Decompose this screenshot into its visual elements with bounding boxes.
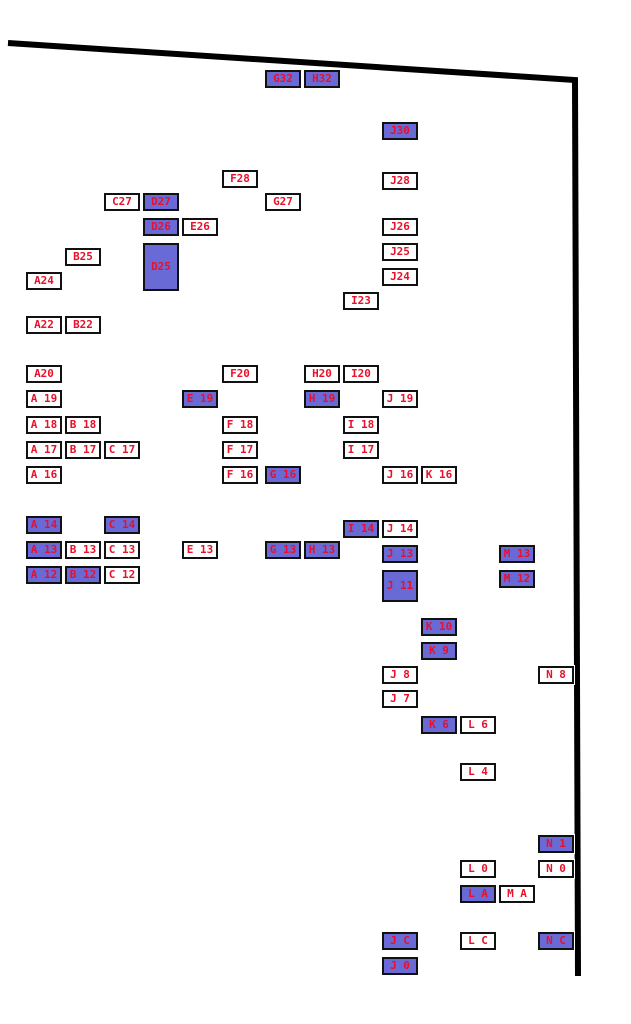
cell-a-14: A 14 [25,515,63,535]
cell-d27: D27 [142,192,180,212]
cell-j-8: J 8 [381,665,419,685]
cell-n-8: N 8 [537,665,575,685]
cell-b-17: B 17 [64,440,102,460]
cell-a22: A22 [25,315,63,335]
cell-a24: A24 [25,271,63,291]
cell-n-0: N 0 [537,859,575,879]
cell-f-16: F 16 [221,465,259,485]
cell-n-1: N 1 [537,834,575,854]
cell-e26: E26 [181,217,219,237]
cell-b-18: B 18 [64,415,102,435]
cell-k-6: K 6 [420,715,458,735]
cell-n-c: N C [537,931,575,951]
cell-j-0: J 0 [381,956,419,976]
cell-d26: D26 [142,217,180,237]
cell-j-11: J 11 [381,569,419,603]
cell-i-14: I 14 [342,519,380,539]
cell-f28: F28 [221,169,259,189]
cell-j26: J26 [381,217,419,237]
cell-g-13: G 13 [264,540,302,560]
cell-a-12: A 12 [25,565,63,585]
cell-c-13: C 13 [103,540,141,560]
cell-f20: F20 [221,364,259,384]
cell-j-13: J 13 [381,544,419,564]
cell-f-18: F 18 [221,415,259,435]
cell-m-12: M 12 [498,569,536,589]
cell-j24: J24 [381,267,419,287]
cell-j28: J28 [381,171,419,191]
cell-c27: C27 [103,192,141,212]
cell-a-17: A 17 [25,440,63,460]
cell-a-16: A 16 [25,465,63,485]
cell-g32: G32 [264,69,302,89]
cell-l-4: L 4 [459,762,497,782]
cell-a20: A20 [25,364,63,384]
cell-j-16: J 16 [381,465,419,485]
cell-c-12: C 12 [103,565,141,585]
cell-c-17: C 17 [103,440,141,460]
cell-d25: D25 [142,242,180,292]
cell-g-16: G 16 [264,465,302,485]
cell-j-19: J 19 [381,389,419,409]
cell-e-19: E 19 [181,389,219,409]
cell-i20: I20 [342,364,380,384]
cell-b-12: B 12 [64,565,102,585]
cell-a-18: A 18 [25,415,63,435]
cell-j30: J30 [381,121,419,141]
cell-e-13: E 13 [181,540,219,560]
cell-j-14: J 14 [381,519,419,539]
cell-j25: J25 [381,242,419,262]
cell-j-c: J C [381,931,419,951]
cell-i-18: I 18 [342,415,380,435]
cell-l-0: L 0 [459,859,497,879]
cell-j-7: J 7 [381,689,419,709]
cell-l-6: L 6 [459,715,497,735]
cell-l-c: L C [459,931,497,951]
cell-m-a: M A [498,884,536,904]
cell-h20: H20 [303,364,341,384]
cell-h-13: H 13 [303,540,341,560]
cell-f-17: F 17 [221,440,259,460]
cell-i23: I23 [342,291,380,311]
cell-a-19: A 19 [25,389,63,409]
cell-b22: B22 [64,315,102,335]
cell-h-19: H 19 [303,389,341,409]
cell-k-16: K 16 [420,465,458,485]
cell-h32: H32 [303,69,341,89]
cell-m-13: M 13 [498,544,536,564]
cell-k-9: K 9 [420,641,458,661]
cell-c-14: C 14 [103,515,141,535]
cell-b25: B25 [64,247,102,267]
cell-i-17: I 17 [342,440,380,460]
cell-k-10: K 10 [420,617,458,637]
cell-l-a: L A [459,884,497,904]
cell-a-13: A 13 [25,540,63,560]
wall-line [7,40,581,977]
cell-b-13: B 13 [64,540,102,560]
cell-g27: G27 [264,192,302,212]
